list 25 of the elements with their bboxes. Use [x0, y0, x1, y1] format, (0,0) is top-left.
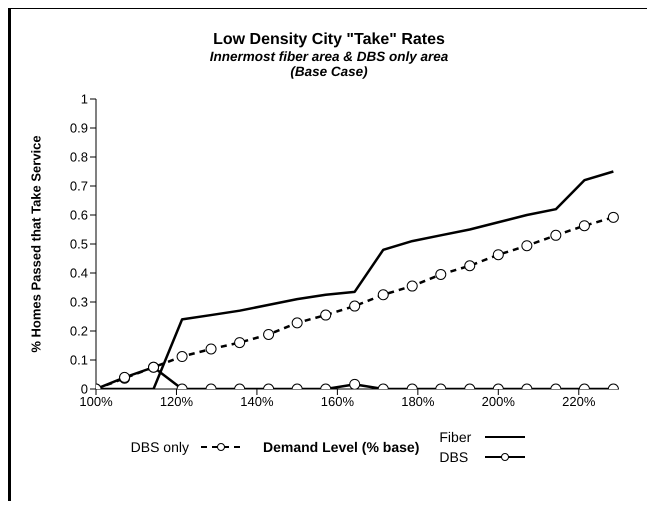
chart-subtitle: Innermost fiber area & DBS only area (Base Case) — [208, 49, 450, 79]
y-tick-label: 0.7 — [70, 178, 88, 194]
y-tick-label: 0.4 — [70, 266, 88, 281]
x-tick-label: 180% — [401, 394, 435, 410]
x-tick-label: 100% — [79, 394, 114, 410]
y-tick-label: 0.9 — [70, 120, 88, 136]
x-tick-label: 200% — [482, 394, 516, 410]
x-tick-label: 160% — [320, 394, 354, 410]
y-tick-label: 0.5 — [70, 236, 88, 252]
y-tick-label: 1 — [80, 92, 88, 107]
y-tick-label: 0.3 — [70, 294, 88, 310]
y-axis-title: % Homes Passed that Take Service — [28, 135, 44, 353]
y-tick-label: 0.1 — [70, 352, 88, 368]
x-tick-label: 140% — [240, 394, 274, 410]
legend-label: DBS only — [130, 439, 189, 455]
x-tick-label: 120% — [160, 394, 194, 410]
legend-label: Fiber — [439, 429, 472, 445]
y-tick-label: 0.2 — [70, 324, 88, 339]
x-tick-label: 220% — [562, 394, 596, 410]
chart-title: Low Density City "Take" Rates — [212, 31, 446, 49]
legend-label: DBS — [439, 449, 470, 465]
y-tick-label: 0.6 — [70, 208, 88, 223]
y-tick-label: 0 — [80, 382, 88, 397]
y-tick-label: 0.8 — [70, 150, 88, 165]
x-axis-title: Demand Level (% base) — [262, 439, 420, 455]
